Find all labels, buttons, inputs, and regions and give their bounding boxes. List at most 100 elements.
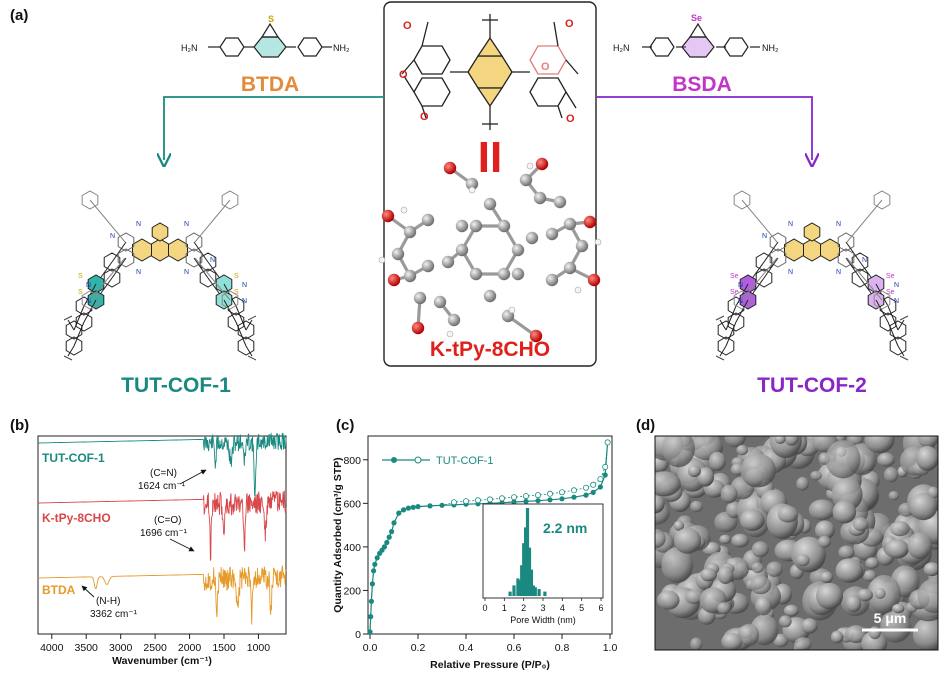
pore-inset-bar xyxy=(508,591,512,596)
btda-s-atom: S xyxy=(268,14,274,24)
svg-text:Se: Se xyxy=(730,289,739,296)
isotherm-y-tick-label: 600 xyxy=(343,498,361,510)
ftir-line-btda xyxy=(38,565,287,625)
isotherm-adsorption-point xyxy=(415,504,421,510)
isotherm-legend: TUT-COF-1 xyxy=(382,455,493,467)
pore-inset-bar xyxy=(527,547,532,596)
svg-text:N: N xyxy=(862,257,867,264)
isotherm-y-tick-label: 200 xyxy=(343,585,361,597)
ftir-x-tick-label: 3000 xyxy=(109,642,133,654)
pore-inset-bar xyxy=(531,585,535,596)
right-reaction-arrow xyxy=(596,96,812,160)
aldehyde-o-2: O xyxy=(399,69,408,81)
bsda-label: BSDA xyxy=(672,73,732,96)
ftir-arrow-cn xyxy=(179,469,207,485)
isotherm-x-tick-label: 1.0 xyxy=(603,642,618,654)
btda-amine-left: H₂N xyxy=(181,43,198,53)
tut-cof-1-label: TUT-COF-1 xyxy=(121,374,231,397)
isotherm-x-tick-label: 0.0 xyxy=(363,642,378,654)
isotherm-adsorption-point xyxy=(389,529,395,535)
isotherm-adsorption-point xyxy=(368,598,374,604)
isotherm-adsorption-point xyxy=(547,497,553,503)
ftir-x-axis: 4000 3500 3000 2500 2000 1500 1000 xyxy=(40,634,270,654)
pore-inset-tick-label: 0 xyxy=(482,603,487,613)
isotherm-adsorption-point xyxy=(439,502,445,508)
isotherm-desorption-point xyxy=(535,492,542,499)
aldehyde-o-4: O xyxy=(565,18,574,30)
svg-text:N: N xyxy=(110,233,115,240)
ftir-x-tick-label: 3500 xyxy=(75,642,99,654)
pore-inset-x-title: Pore Width (nm) xyxy=(510,615,576,625)
pore-inset-bars xyxy=(508,508,547,596)
isotherm-desorption-point xyxy=(462,498,469,505)
tut-cof-2-label: TUT-COF-2 xyxy=(757,374,867,397)
isotherm-adsorption-point xyxy=(372,561,378,567)
ftir-annot-co-value: 1696 cm⁻¹ xyxy=(140,528,188,539)
isotherm-desorption-point xyxy=(583,484,590,491)
svg-text:N: N xyxy=(210,257,215,264)
isotherm-desorption-point xyxy=(604,439,611,446)
ftir-label-ktpy: K-tPy-8CHO xyxy=(42,511,111,525)
isotherm-y-tick-label: 0 xyxy=(355,629,361,641)
isotherm-x-tick-label: 0.8 xyxy=(555,642,570,654)
svg-text:N: N xyxy=(136,221,141,228)
ftir-x-tick-label: 4000 xyxy=(40,642,64,654)
isotherm-y-tick-label: 400 xyxy=(343,542,361,554)
aldehyde-o-6: O xyxy=(566,113,575,125)
isotherm-adsorption-point xyxy=(602,472,608,478)
ftir-spectra xyxy=(38,432,287,625)
isotherm-adsorption-point xyxy=(367,629,373,635)
bsda-amine-right: NH₂ xyxy=(762,43,779,53)
pore-inset-annotation: 2.2 nm xyxy=(543,520,587,536)
isotherm-desorption-point xyxy=(559,489,566,496)
equals-sign: II xyxy=(478,133,502,182)
pore-inset-bar xyxy=(512,585,516,596)
isotherm-adsorption-point xyxy=(369,581,375,587)
ball-and-stick-model xyxy=(378,157,602,343)
pore-inset-bar xyxy=(525,508,530,596)
pore-inset-tick-label: 1 xyxy=(502,603,507,613)
sem-scale-label: 5 μm xyxy=(874,610,907,626)
panel-label-b: (b) xyxy=(10,417,29,434)
isotherm-x-tick-label: 0.2 xyxy=(411,642,426,654)
ftir-annot-cn-value: 1624 cm⁻¹ xyxy=(138,481,186,492)
isotherm-y-tick-label: 800 xyxy=(343,455,361,467)
isotherm-adsorption-point xyxy=(381,544,387,550)
ftir-annot-nh-bond: (N-H) xyxy=(96,596,120,607)
isotherm-desorption-point xyxy=(597,476,604,483)
aldehyde-o-3: O xyxy=(420,111,429,123)
pore-inset-bar xyxy=(522,543,526,596)
isotherm-adsorption-point xyxy=(590,489,596,495)
pore-inset-bar xyxy=(537,589,541,596)
isotherm-desorption-point xyxy=(571,487,578,494)
isotherm-adsorption-point xyxy=(391,520,397,526)
isotherm-adsorption-point xyxy=(368,614,374,620)
ftir-x-tick-label: 1000 xyxy=(247,642,271,654)
svg-text:N: N xyxy=(894,298,899,305)
isotherm-adsorption-point xyxy=(405,505,411,511)
center-monomer-label: K-tPy-8CHO xyxy=(430,338,550,361)
isotherm-adsorption-point xyxy=(401,507,407,513)
left-reaction-arrow xyxy=(164,96,384,160)
svg-text:N: N xyxy=(86,298,91,305)
isotherm-plot-frame xyxy=(367,435,613,635)
aldehyde-o-1: O xyxy=(403,20,412,32)
isotherm-x-tick-label: 0.4 xyxy=(459,642,474,654)
svg-text:N: N xyxy=(836,221,841,228)
pore-inset-tick-label: 4 xyxy=(560,603,565,613)
svg-text:N: N xyxy=(738,282,743,289)
isotherm-adsorption-point xyxy=(384,539,390,546)
svg-text:N: N xyxy=(836,269,841,276)
isotherm-series xyxy=(367,439,611,635)
svg-text:S: S xyxy=(234,273,239,280)
isotherm-desorption-point xyxy=(510,494,517,501)
isotherm-desorption-point xyxy=(602,463,609,470)
isotherm-desorption-point xyxy=(590,481,597,488)
ftir-x-tick-label: 1500 xyxy=(212,642,236,654)
ftir-x-tick-label: 2000 xyxy=(178,642,202,654)
svg-text:N: N xyxy=(788,269,793,276)
isotherm-x-tick-label: 0.6 xyxy=(507,642,522,654)
svg-text:S: S xyxy=(78,273,83,280)
isotherm-adsorption-point xyxy=(535,498,541,504)
